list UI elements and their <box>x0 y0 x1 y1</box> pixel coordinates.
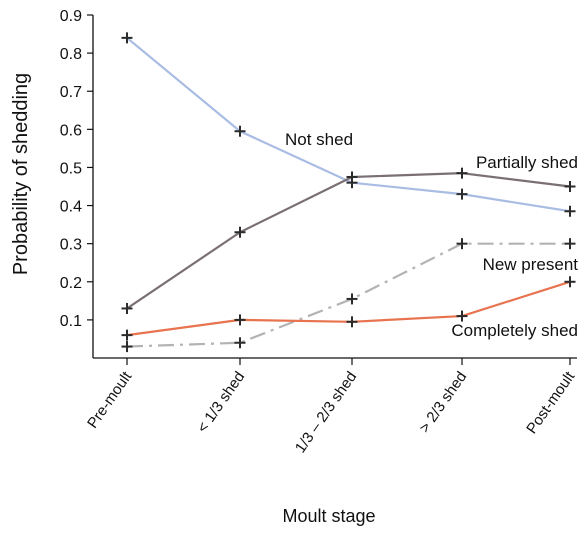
data-point-marker <box>564 276 576 288</box>
y-axis-label: Probability of shedding <box>10 73 32 275</box>
series-label: Completely shed <box>451 321 578 340</box>
y-tick-label: 0.4 <box>60 199 82 216</box>
axes <box>92 15 577 359</box>
data-point-marker <box>564 205 576 217</box>
y-tick-label: 0.7 <box>60 84 82 101</box>
series-markers <box>121 32 576 353</box>
data-point-marker <box>564 238 576 250</box>
data-point-marker <box>456 238 468 250</box>
series-line <box>126 172 571 310</box>
data-point-marker <box>456 188 468 200</box>
x-ticks: Pre-moult < 1/3 shed 1/3 – 2/3 shed > 2/3 s… <box>84 358 579 456</box>
y-tick-label: 0.5 <box>60 160 82 177</box>
y-tick-label: 0.2 <box>60 275 82 292</box>
series-label: New present <box>483 255 579 274</box>
x-tick-label: 1/3 – 2/3 shed <box>292 369 360 457</box>
data-point-marker <box>234 314 246 326</box>
y-tick-label: 0.6 <box>60 122 82 139</box>
y-tick-label: 0.9 <box>60 8 82 25</box>
y-tick-label: 0.1 <box>60 313 82 330</box>
y-ticks: 0.1 0.2 0.3 0.4 0.5 0.6 0.7 0.8 0.9 <box>60 8 93 330</box>
data-point-marker <box>346 316 358 328</box>
data-point-marker <box>234 226 246 238</box>
series-label: Not shed <box>285 130 353 149</box>
series-label: Partially shed <box>476 153 578 172</box>
series-labels: Not shed Partially shed New present Complet… <box>285 130 578 340</box>
x-tick-label: Pre-moult <box>84 368 136 432</box>
data-point-marker <box>456 167 468 179</box>
data-point-marker <box>234 337 246 349</box>
series-lines <box>126 37 571 348</box>
data-point-marker <box>346 293 358 305</box>
x-tick-label: > 2/3 shed <box>416 369 470 436</box>
x-axis-label: Moult stage <box>282 506 375 526</box>
data-point-marker <box>346 171 358 183</box>
y-tick-label: 0.3 <box>60 237 82 254</box>
x-tick-label: < 1/3 shed <box>194 369 248 436</box>
series-line <box>126 242 570 348</box>
data-point-marker <box>121 329 133 341</box>
data-point-marker <box>234 125 246 137</box>
data-point-marker <box>121 302 133 314</box>
data-point-marker <box>121 32 133 44</box>
y-tick-label: 0.8 <box>60 46 82 63</box>
data-point-marker <box>121 341 133 353</box>
data-point-marker <box>456 310 468 322</box>
series-line <box>126 37 571 213</box>
x-tick-label: Post-moult <box>523 368 579 437</box>
data-point-marker <box>564 181 576 192</box>
